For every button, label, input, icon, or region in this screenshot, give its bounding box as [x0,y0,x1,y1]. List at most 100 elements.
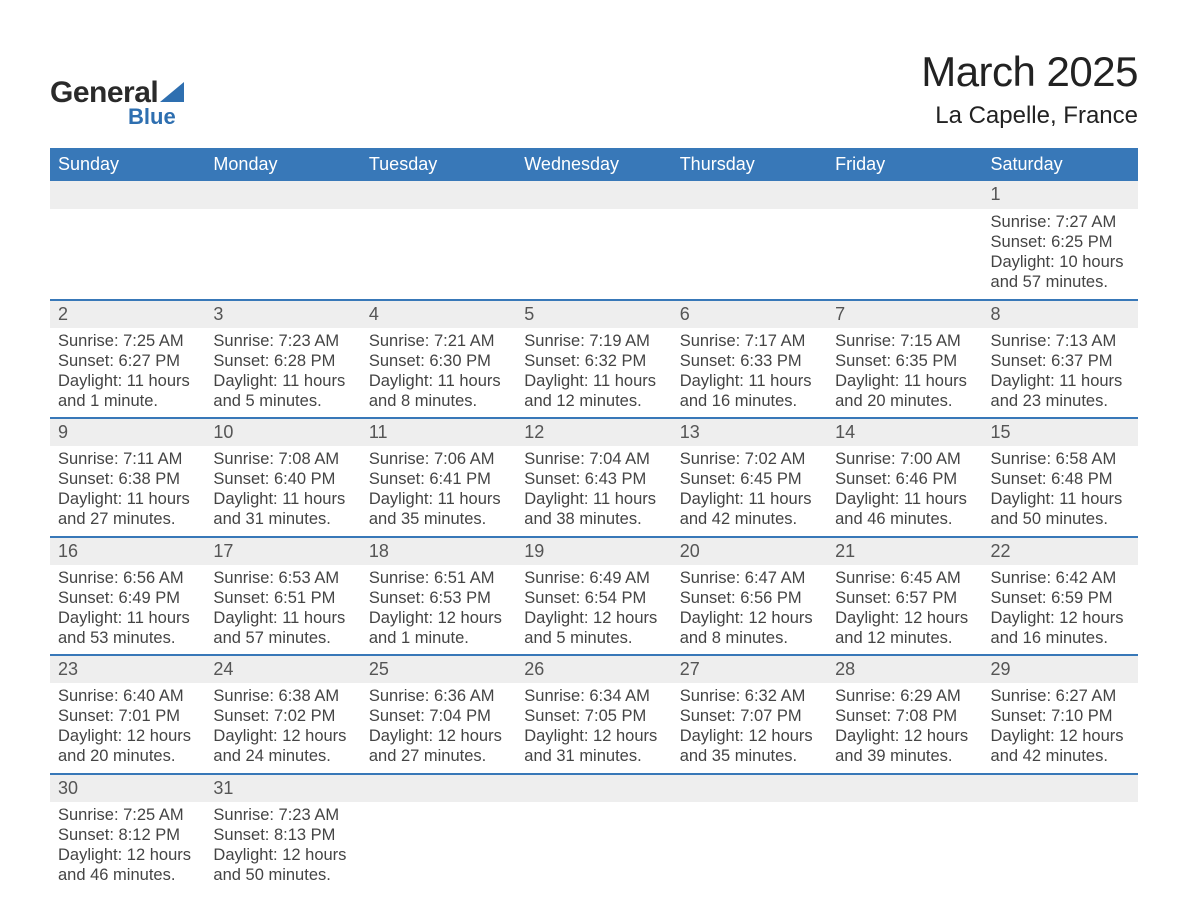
day-number-cell: 5 [516,300,671,328]
day-details-cell: Sunrise: 6:38 AMSunset: 7:02 PMDaylight:… [205,683,360,774]
sunset-line: Sunset: 7:08 PM [835,706,974,726]
day-number-cell [361,774,516,802]
sunrise-line: Sunrise: 7:04 AM [524,449,663,469]
sunset-line: Sunset: 6:53 PM [369,588,508,608]
day-number-cell: 12 [516,418,671,446]
sunset-line: Sunset: 6:30 PM [369,351,508,371]
day-details-cell: Sunrise: 6:58 AMSunset: 6:48 PMDaylight:… [983,446,1138,537]
day-number-cell: 17 [205,537,360,565]
daylight-line: Daylight: 10 hours and 57 minutes. [991,252,1130,292]
weekday-header-row: SundayMondayTuesdayWednesdayThursdayFrid… [50,148,1138,181]
day-details-cell: Sunrise: 7:27 AMSunset: 6:25 PMDaylight:… [983,209,1138,300]
daylight-line: Daylight: 11 hours and 1 minute. [58,371,197,411]
day-details-cell: Sunrise: 6:51 AMSunset: 6:53 PMDaylight:… [361,565,516,656]
daylight-line: Daylight: 11 hours and 53 minutes. [58,608,197,648]
weekday-header: Thursday [672,148,827,181]
day-number-cell: 24 [205,655,360,683]
sunrise-line: Sunrise: 6:51 AM [369,568,508,588]
day-number-cell: 13 [672,418,827,446]
day-number-cell: 16 [50,537,205,565]
weekday-header: Saturday [983,148,1138,181]
day-details-cell: Sunrise: 6:45 AMSunset: 6:57 PMDaylight:… [827,565,982,656]
sunset-line: Sunset: 6:41 PM [369,469,508,489]
sunset-line: Sunset: 6:46 PM [835,469,974,489]
weekday-header: Friday [827,148,982,181]
daylight-line: Daylight: 11 hours and 5 minutes. [213,371,352,411]
day-details-cell: Sunrise: 7:25 AMSunset: 6:27 PMDaylight:… [50,328,205,419]
sunset-line: Sunset: 7:07 PM [680,706,819,726]
daylight-line: Daylight: 11 hours and 16 minutes. [680,371,819,411]
location-label: La Capelle, France [921,102,1138,130]
day-details-cell: Sunrise: 6:27 AMSunset: 7:10 PMDaylight:… [983,683,1138,774]
day-details-cell [827,802,982,892]
sunrise-line: Sunrise: 7:23 AM [213,805,352,825]
daylight-line: Daylight: 11 hours and 38 minutes. [524,489,663,529]
day-number-cell [516,774,671,802]
day-details-cell: Sunrise: 7:15 AMSunset: 6:35 PMDaylight:… [827,328,982,419]
details-row: Sunrise: 6:56 AMSunset: 6:49 PMDaylight:… [50,565,1138,656]
sunrise-line: Sunrise: 6:27 AM [991,686,1130,706]
sunset-line: Sunset: 7:04 PM [369,706,508,726]
sunrise-line: Sunrise: 7:13 AM [991,331,1130,351]
sunrise-line: Sunrise: 6:42 AM [991,568,1130,588]
day-details-cell: Sunrise: 6:40 AMSunset: 7:01 PMDaylight:… [50,683,205,774]
daylight-line: Daylight: 12 hours and 35 minutes. [680,726,819,766]
details-row: Sunrise: 7:27 AMSunset: 6:25 PMDaylight:… [50,209,1138,300]
sunrise-line: Sunrise: 7:00 AM [835,449,974,469]
sunrise-line: Sunrise: 7:15 AM [835,331,974,351]
details-row: Sunrise: 6:40 AMSunset: 7:01 PMDaylight:… [50,683,1138,774]
sunrise-line: Sunrise: 6:47 AM [680,568,819,588]
day-details-cell: Sunrise: 7:06 AMSunset: 6:41 PMDaylight:… [361,446,516,537]
details-row: Sunrise: 7:11 AMSunset: 6:38 PM Daylight:… [50,446,1138,537]
day-number-cell: 14 [827,418,982,446]
day-number-cell [983,774,1138,802]
day-number-cell: 19 [516,537,671,565]
sunrise-line: Sunrise: 7:02 AM [680,449,819,469]
sunrise-line: Sunrise: 6:58 AM [991,449,1130,469]
daylight-line: Daylight: 11 hours and 42 minutes. [680,489,819,529]
daylight-line: Daylight: 11 hours and 46 minutes. [835,489,974,529]
sunrise-line: Sunrise: 7:23 AM [213,331,352,351]
day-number-cell: 9 [50,418,205,446]
daylight-line: Daylight: 11 hours and 20 minutes. [835,371,974,411]
sunrise-line: Sunrise: 7:11 AM [58,449,197,469]
sunset-line: Sunset: 6:38 PM [58,469,197,489]
sunrise-line: Sunrise: 7:25 AM [58,331,197,351]
daylight-line: Daylight: 11 hours and 8 minutes. [369,371,508,411]
sunrise-line: Sunrise: 7:08 AM [213,449,352,469]
day-number-cell [672,774,827,802]
brand-logo: General Blue [50,48,184,130]
day-number-cell: 27 [672,655,827,683]
day-details-cell: Sunrise: 7:04 AMSunset: 6:43 PMDaylight:… [516,446,671,537]
day-details-cell [361,209,516,300]
day-number-cell: 10 [205,418,360,446]
day-number-cell [672,181,827,209]
sunset-line: Sunset: 6:28 PM [213,351,352,371]
sunset-line: Sunset: 6:35 PM [835,351,974,371]
sunrise-line: Sunrise: 6:49 AM [524,568,663,588]
daylight-line: Daylight: 12 hours and 46 minutes. [58,845,197,885]
title-block: March 2025 La Capelle, France [921,48,1138,130]
day-details-cell [205,209,360,300]
day-number-cell: 30 [50,774,205,802]
sunset-line: Sunset: 6:25 PM [991,232,1130,252]
day-details-cell [827,209,982,300]
brand-word2: Blue [128,104,184,130]
daylight-line: Daylight: 12 hours and 5 minutes. [524,608,663,648]
sunset-line: Sunset: 6:27 PM [58,351,197,371]
day-number-cell [205,181,360,209]
day-number-cell: 21 [827,537,982,565]
day-details-cell [672,209,827,300]
daylight-line: Daylight: 11 hours and 12 minutes. [524,371,663,411]
daynum-row: 1 [50,181,1138,209]
sunset-line: Sunset: 6:32 PM [524,351,663,371]
daynum-row: 2345678 [50,300,1138,328]
sunrise-line: Sunrise: 6:36 AM [369,686,508,706]
day-number-cell: 29 [983,655,1138,683]
day-number-cell: 15 [983,418,1138,446]
sunset-line: Sunset: 8:12 PM [58,825,197,845]
daylight-line: Daylight: 11 hours and 31 minutes. [213,489,352,529]
day-number-cell: 25 [361,655,516,683]
sunset-line: Sunset: 6:57 PM [835,588,974,608]
day-number-cell: 3 [205,300,360,328]
